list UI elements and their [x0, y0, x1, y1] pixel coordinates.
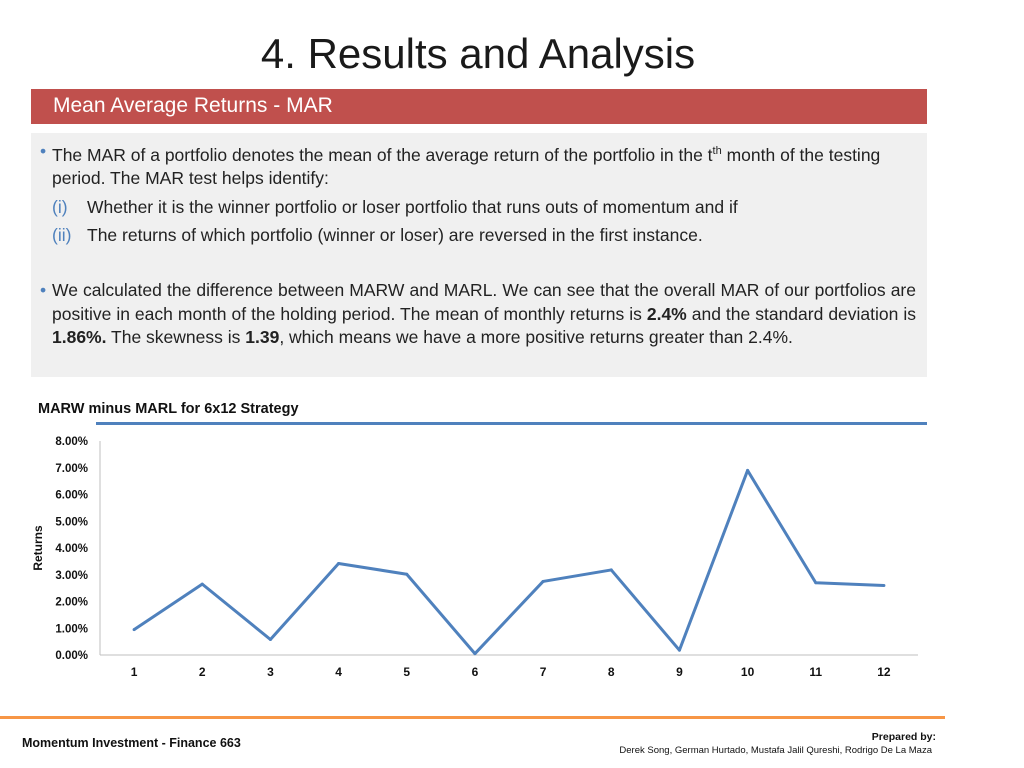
footer-divider: [0, 716, 945, 719]
bullet-icon: •: [40, 141, 47, 161]
chart-title: MARW minus MARL for 6x12 Strategy: [38, 401, 299, 417]
footer-prepared-label: Prepared by:: [871, 731, 936, 743]
x-tick-label: 2: [199, 665, 206, 679]
list-item-text: Whether it is the winner portfolio or lo…: [87, 196, 738, 217]
y-tick-label: 6.00%: [55, 490, 88, 502]
x-tick-label: 6: [472, 665, 479, 679]
list-item-number: (ii): [52, 225, 72, 246]
chart-title-rule: [96, 422, 927, 425]
data-point: [268, 637, 272, 641]
data-point: [541, 579, 545, 583]
slide-title: 4. Results and Analysis: [260, 30, 696, 77]
x-tick-label: 12: [877, 665, 891, 679]
data-point: [200, 582, 204, 586]
y-tick-label: 3.00%: [55, 570, 88, 582]
paragraph-mar-definition: • The MAR of a portfolio denotes the mea…: [40, 140, 916, 248]
data-point: [609, 568, 613, 572]
list-item: (i) Whether it is the winner portfolio or…: [40, 196, 916, 220]
x-tick-label: 3: [267, 665, 274, 679]
x-tick-label: 5: [403, 665, 410, 679]
data-point: [677, 648, 681, 652]
y-tick-label: 8.00%: [55, 436, 88, 448]
y-tick-label: 1.00%: [55, 623, 88, 635]
x-tick-label: 11: [809, 665, 822, 679]
banner-text: Mean Average Returns - MAR: [53, 94, 333, 117]
y-tick-label: 5.00%: [55, 516, 88, 528]
data-point: [814, 581, 818, 585]
y-tick-label: 0.00%: [55, 650, 88, 662]
footer-authors: Derek Song, German Hurtado, Mustafa Jali…: [619, 745, 932, 756]
bullet-icon: •: [40, 280, 47, 300]
list-item: (ii) The returns of which portfolio (winn…: [40, 224, 916, 248]
data-point: [337, 562, 341, 566]
data-point: [132, 628, 136, 632]
section-banner: Mean Average Returns - MAR: [31, 89, 927, 124]
series-line: [133, 468, 884, 656]
data-point: [405, 572, 409, 576]
list-item-number: (i): [52, 196, 68, 217]
x-tick-label: 7: [540, 665, 547, 679]
y-tick-label: 2.00%: [55, 597, 88, 609]
content-box: • The MAR of a portfolio denotes the mea…: [31, 133, 927, 377]
paragraph-text: The MAR of a portfolio denotes the mean …: [52, 144, 881, 189]
x-tick-label: 10: [741, 665, 755, 679]
paragraph-mar-results: • We calculated the difference between M…: [40, 279, 916, 350]
line-chart: 0.00% 1.00% 2.00% 3.00% 4.00% 5.00% 6.00% 7.00%…: [31, 436, 918, 679]
data-point: [882, 583, 886, 587]
y-tick-label: 7.00%: [55, 463, 88, 475]
footer-course: Momentum Investment - Finance 663: [22, 736, 241, 750]
y-tick-label: 4.00%: [55, 543, 88, 555]
y-axis-label: Returns: [31, 525, 45, 571]
data-point: [473, 652, 477, 656]
x-tick-label: 8: [608, 665, 615, 679]
x-tick-label: 9: [676, 665, 683, 679]
paragraph-text: We calculated the difference between MAR…: [52, 280, 916, 347]
x-tick-label: 1: [131, 665, 138, 679]
list-item-text: The returns of which portfolio (winner o…: [87, 225, 703, 246]
data-point: [746, 468, 750, 472]
x-tick-label: 4: [335, 665, 342, 679]
